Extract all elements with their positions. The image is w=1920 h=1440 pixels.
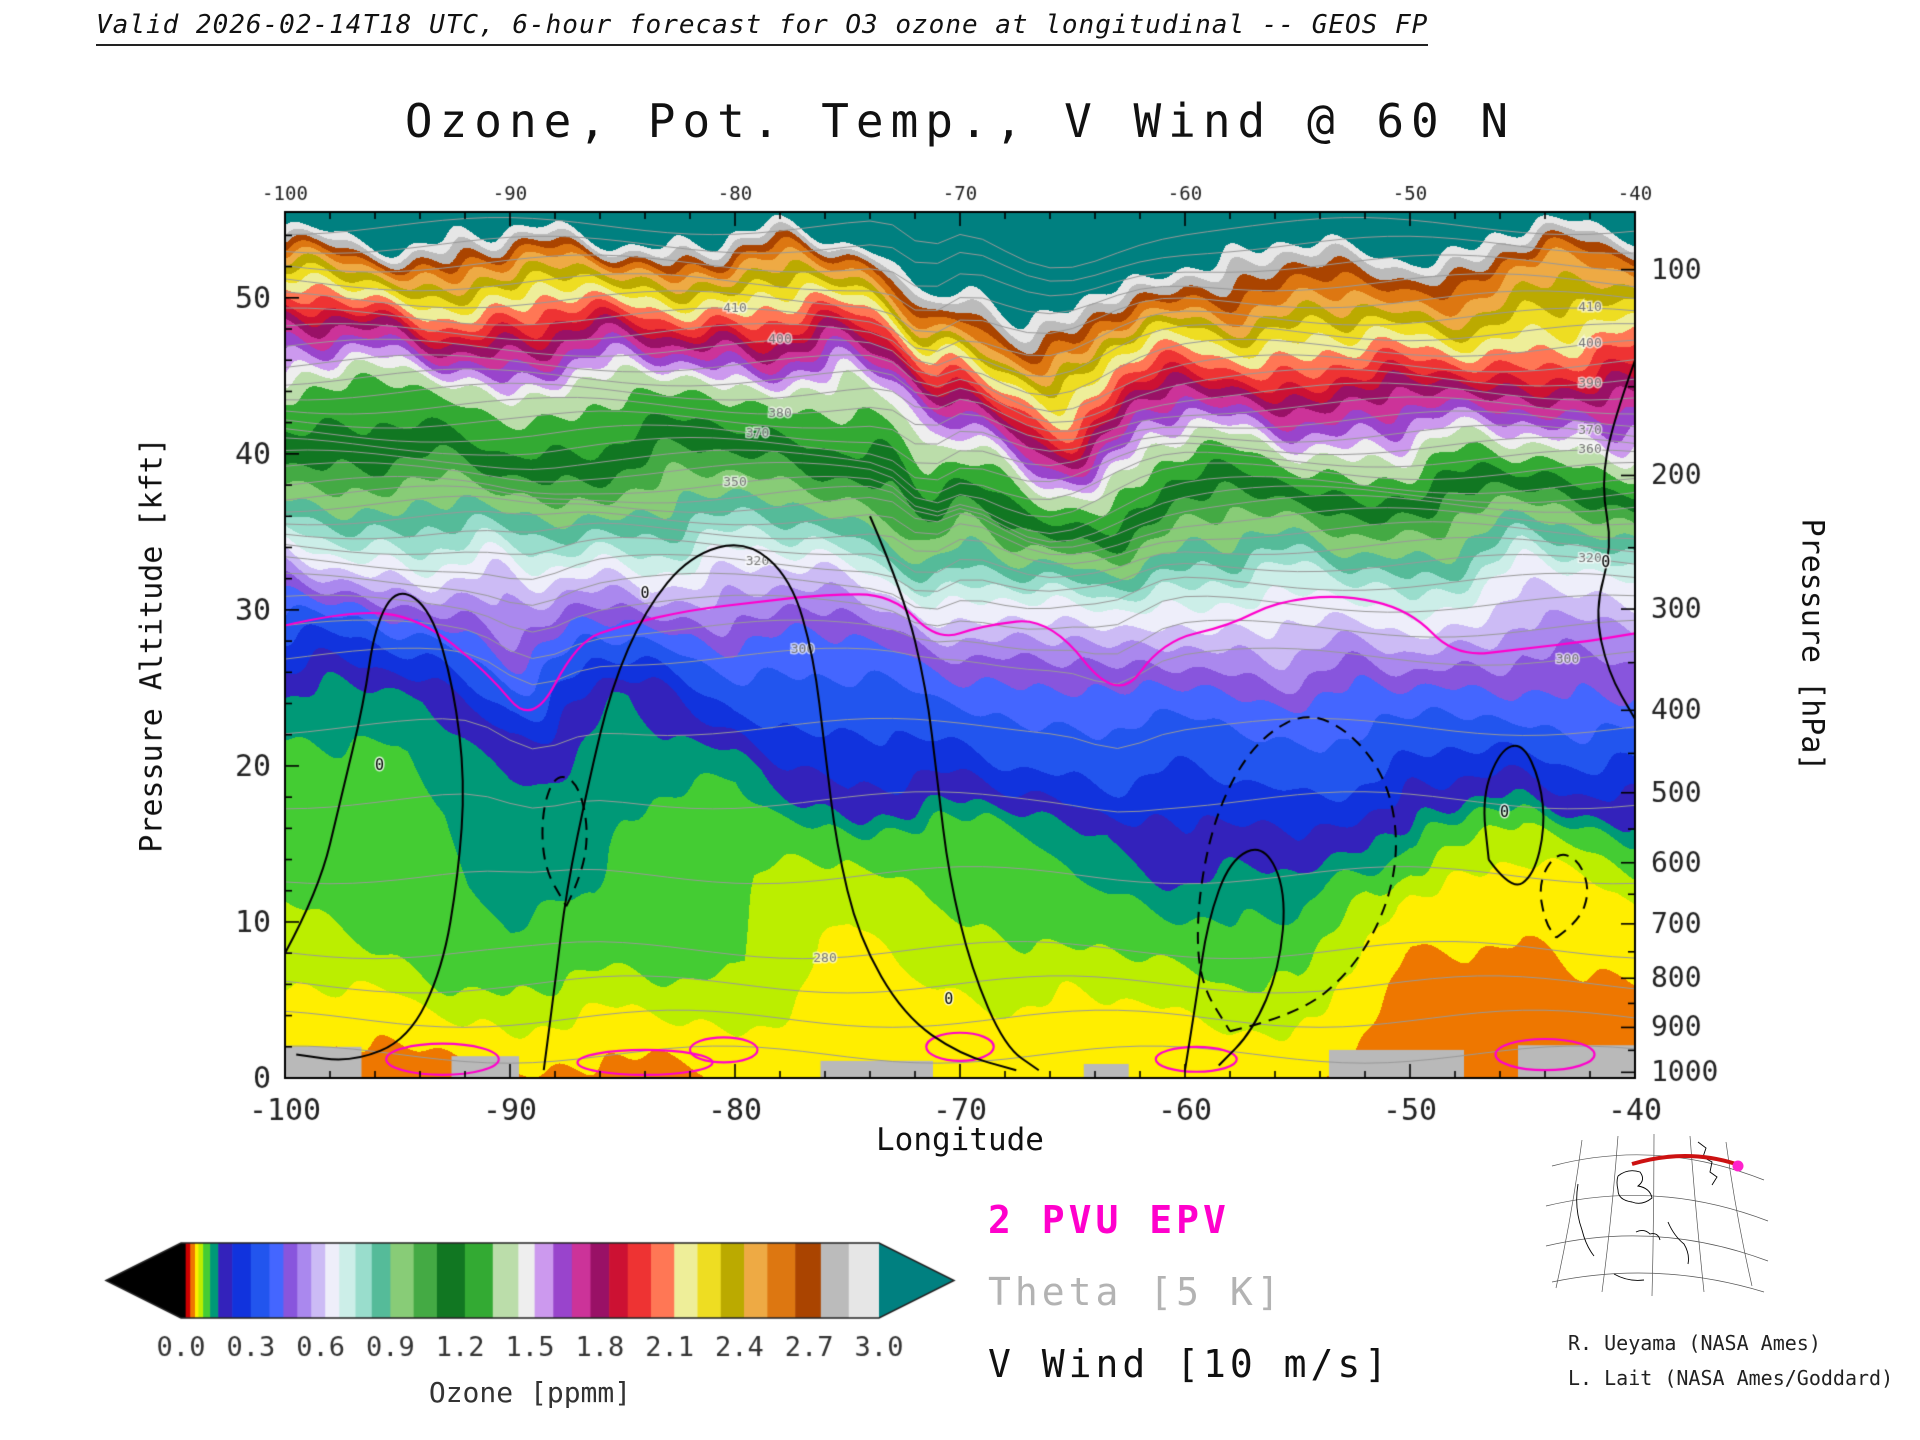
inset-coastline <box>1576 1141 1718 1281</box>
plot-title: Ozone, Pot. Temp., V Wind @ 60 N <box>404 94 1516 148</box>
credit-line-1: R. Ueyama (NASA Ames) <box>1568 1331 1821 1355</box>
location-inset-map <box>1545 1133 1769 1297</box>
legend-epv: 2 PVU EPV <box>988 1198 1230 1242</box>
credit-line-2: L. Lait (NASA Ames/Goddard) <box>1568 1366 1894 1390</box>
legend-theta: Theta [5 K] <box>988 1270 1284 1314</box>
y-axis-label-right: Pressure [hPa] <box>1794 518 1830 772</box>
overlay-legend: 2 PVU EPV Theta [5 K] V Wind [10 m/s] <box>988 1198 1391 1414</box>
transect-point <box>1732 1160 1744 1172</box>
transect-arc <box>1631 1154 1737 1166</box>
credits: R. Ueyama (NASA Ames) L. Lait (NASA Ames… <box>1568 1326 1893 1396</box>
y-axis-label-left: Pressure Altitude [kft] <box>134 437 170 853</box>
valid-time-line: Valid 2026-02-14T18 UTC, 6-hour forecast… <box>96 10 1429 46</box>
legend-vwind: V Wind [10 m/s] <box>988 1342 1392 1386</box>
colorbar-label: Ozone [ppmm] <box>428 1376 632 1409</box>
x-axis-label: Longitude <box>876 1122 1044 1158</box>
